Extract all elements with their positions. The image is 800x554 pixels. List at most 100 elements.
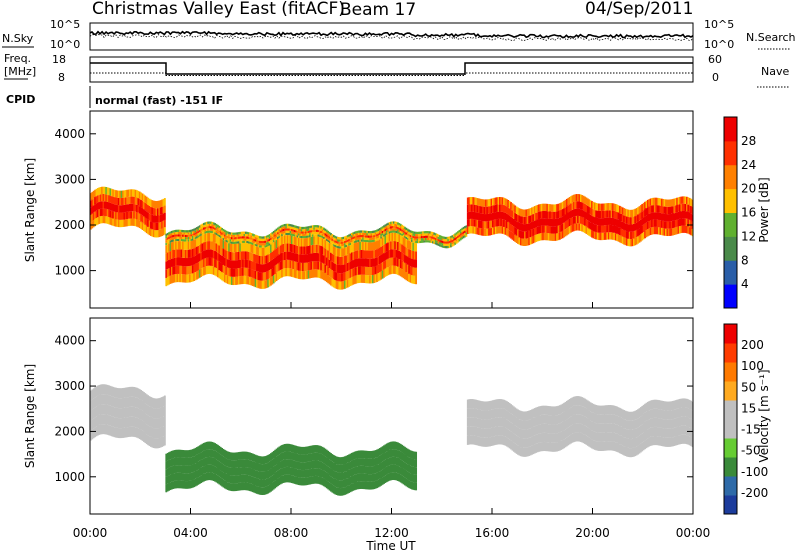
velocity-cell	[172, 481, 175, 489]
power-cell	[275, 237, 278, 241]
power-cell	[547, 233, 550, 241]
power-cell	[627, 238, 630, 247]
velocity-cell	[184, 481, 187, 489]
power-cell	[250, 235, 253, 238]
velocity-cell	[109, 415, 112, 426]
velocity-cell	[246, 451, 249, 460]
velocity-cell	[543, 414, 546, 424]
power-cell	[304, 262, 307, 271]
power-cell	[152, 215, 155, 223]
velocity-cell	[210, 441, 212, 450]
velocity-cell	[538, 415, 540, 425]
velocity-cell	[108, 385, 110, 396]
velocity-cell	[646, 429, 649, 439]
power-cell	[286, 230, 289, 233]
power-cell	[485, 206, 487, 215]
power-cell	[394, 221, 397, 224]
power-cell	[588, 199, 591, 207]
power-cell	[251, 235, 254, 239]
power-cell	[108, 217, 110, 225]
power-cell	[229, 276, 232, 285]
velocity-cell	[349, 469, 352, 477]
power-cell	[222, 256, 225, 265]
power-cell	[600, 210, 603, 219]
power-cell	[229, 236, 232, 240]
velocity-cell	[288, 474, 291, 483]
power-cell	[404, 254, 406, 263]
power-cell	[320, 245, 323, 254]
power-cell	[402, 237, 405, 246]
velocity-cell	[247, 452, 250, 460]
power-cell	[362, 237, 364, 240]
velocity-cell	[610, 432, 613, 442]
power-cell	[577, 208, 579, 216]
velocity-cell	[282, 475, 285, 483]
velocity-cell	[226, 459, 229, 467]
velocity-cell	[623, 410, 626, 420]
power-cell	[688, 197, 691, 206]
power-cell	[108, 187, 110, 196]
power-cell	[489, 228, 492, 236]
velocity-cell	[553, 406, 556, 416]
power-cell	[525, 223, 528, 232]
velocity-cell	[589, 420, 592, 430]
velocity-cell	[412, 482, 415, 490]
power-cell	[324, 230, 327, 234]
power-cell	[504, 227, 507, 235]
power-cell	[222, 235, 225, 239]
power-cell	[200, 229, 203, 232]
velocity-cell	[99, 384, 102, 395]
velocity-cell	[293, 445, 296, 454]
power-cell	[447, 236, 450, 240]
power-cell	[652, 226, 655, 235]
velocity-cell	[519, 447, 522, 457]
power-cell	[168, 232, 170, 235]
power-cell	[101, 186, 103, 195]
power-cell	[427, 240, 430, 243]
power-cell	[545, 203, 547, 212]
velocity-cell	[117, 418, 120, 429]
power-cell	[526, 209, 529, 217]
velocity-cell	[332, 470, 335, 479]
velocity-cell	[228, 482, 230, 491]
power-cell	[670, 199, 673, 207]
power-cell	[383, 253, 385, 262]
velocity-cell	[307, 461, 310, 470]
power-cell	[229, 234, 232, 237]
velocity-cell	[295, 476, 297, 485]
power-cell	[130, 218, 133, 226]
velocity-cell	[519, 428, 522, 439]
velocity-cell	[515, 408, 518, 418]
power-cell	[660, 220, 663, 228]
power-cell	[605, 217, 607, 226]
power-colorbar-frame	[723, 116, 738, 309]
power-cell	[257, 242, 260, 245]
power-cell	[538, 233, 540, 241]
velocity-cell	[521, 429, 524, 439]
velocity-cell	[183, 473, 186, 481]
power-cell	[170, 233, 173, 236]
power-cell	[612, 232, 614, 240]
velocity-cell	[496, 417, 498, 427]
power-cell	[627, 224, 630, 232]
power-cell	[193, 230, 196, 234]
power-cell	[257, 244, 260, 248]
power-cell	[552, 233, 554, 241]
power-cell	[584, 196, 586, 204]
power-cell	[254, 246, 257, 255]
nsearch-label: N.Search	[746, 31, 796, 44]
velocity-cell	[165, 453, 168, 462]
velocity-cell	[331, 461, 334, 470]
power-cell	[247, 241, 250, 244]
power-cell	[309, 225, 311, 229]
velocity-cell	[489, 410, 492, 420]
velocity-cell	[380, 454, 383, 463]
velocity-cell	[154, 438, 157, 449]
power-cell	[686, 225, 688, 234]
power-cell	[374, 239, 377, 242]
power-cell	[314, 231, 317, 235]
power-cell	[278, 237, 281, 247]
power-cell	[631, 224, 634, 232]
power-cell	[660, 198, 663, 206]
power-cell	[230, 241, 233, 244]
